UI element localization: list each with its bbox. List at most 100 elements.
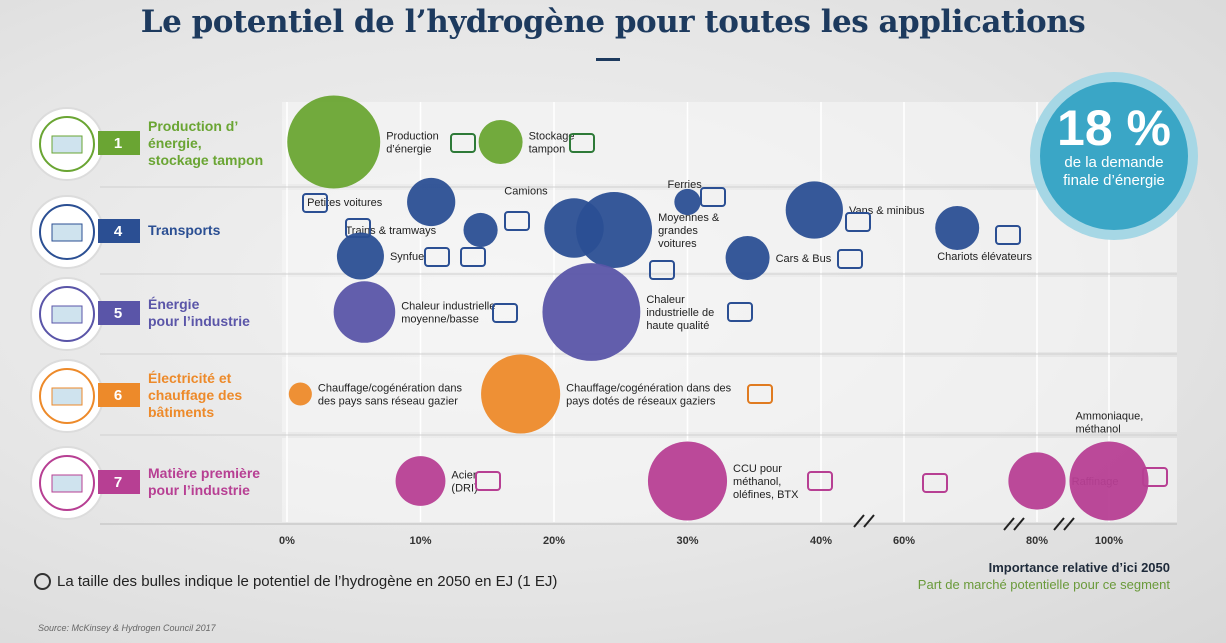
bubble-label: Production d’énergie [386, 131, 439, 156]
segment-icon [569, 133, 595, 153]
share-value: 18 % [1057, 100, 1171, 156]
category-icon [51, 135, 83, 154]
segment-icon [807, 471, 833, 491]
segment-icon [700, 187, 726, 207]
bubble-label: Chaleur industrielle de haute qualité [646, 294, 714, 332]
bubble-label: Chauffage/cogénération dans des pays doté… [566, 383, 731, 408]
bubble [407, 177, 456, 227]
bubble [395, 456, 446, 506]
axis-break-mark [863, 514, 875, 528]
segment-icon [345, 218, 371, 238]
category-label: Énergie pour l’industrie [148, 296, 250, 329]
axis-subtitle: Part de marché potentielle pour ce segme… [917, 577, 1170, 592]
bubble-size-icon [34, 573, 51, 590]
axis-title: Importance relative d’ici 2050 [988, 560, 1170, 575]
bubble-label: Chauffage/cogénération dans des pays sans… [318, 383, 463, 408]
bubble [576, 192, 653, 268]
segment-icon [504, 211, 530, 231]
segment-icon [747, 384, 773, 404]
segment-icon [1142, 467, 1168, 487]
bubble [647, 441, 728, 521]
segment-icon [460, 247, 486, 267]
size-legend: La taille des bulles indique le potentie… [34, 573, 557, 590]
x-tick-label: 60% [893, 535, 915, 547]
bubble [481, 354, 561, 434]
segment-icon [424, 247, 450, 267]
bubble-label: Moyennes & grandes voitures [658, 212, 720, 250]
source-note: Source: McKinsey & Hydrogen Council 2017 [38, 623, 216, 633]
bubble [287, 95, 381, 189]
category-icon [51, 474, 83, 493]
segment-icon [492, 303, 518, 323]
segment-icon [727, 302, 753, 322]
axis-break-mark [1053, 517, 1065, 531]
segment-icon [995, 225, 1021, 245]
category-number-tab [98, 301, 140, 325]
category-label: Transports [148, 222, 221, 238]
bubble-label: Ammoniaque, méthanol [1075, 410, 1143, 435]
bubble [674, 188, 701, 216]
category-icon [51, 223, 83, 242]
bubble [478, 120, 523, 164]
category-number: 1 [114, 135, 122, 152]
page-title: Le potentiel de l’hydrogène pour toutes … [140, 4, 1086, 40]
category-icon-ring [39, 286, 95, 342]
bubble [1008, 452, 1066, 510]
x-tick-label: 40% [810, 535, 832, 547]
bubble-label: Acier (DRI) [451, 470, 477, 495]
x-tick-label: 30% [676, 535, 698, 547]
bubble-label: Stockage tampon [529, 131, 575, 156]
segment-icon [475, 471, 501, 491]
bubble-label: Camions [504, 185, 548, 197]
axis-break-mark [1063, 517, 1075, 531]
segment-icon [922, 473, 948, 493]
bubble [542, 263, 641, 361]
x-tick-label: 80% [1026, 535, 1048, 547]
bubble-label: Vans & minibus [849, 205, 925, 217]
category-label: Électricité et chauffage des bâtiments [148, 370, 242, 420]
category-label: Production d’ énergie, stockage tampon [148, 118, 263, 168]
bubble-label: Cars & Bus [776, 253, 832, 265]
bubble-label: Petites voitures [307, 197, 383, 209]
bubble [288, 382, 312, 406]
bubble [725, 236, 770, 280]
segment-icon [649, 260, 675, 280]
title-underline [596, 58, 620, 61]
size-legend-text: La taille des bulles indique le potentie… [57, 573, 558, 590]
category-icon-ring [39, 116, 95, 172]
axis-break-mark [1013, 517, 1025, 531]
category-number-tab [98, 131, 140, 155]
x-tick-label: 20% [543, 535, 565, 547]
category-number: 6 [114, 387, 122, 404]
bubble-label: Ferries [668, 179, 703, 191]
category-icon-ring [39, 455, 95, 511]
segment-icon [845, 212, 871, 232]
bubble [935, 206, 980, 250]
share-line-1: de la demande [1064, 154, 1164, 171]
category-label: Matière première pour l’industrie [148, 465, 260, 498]
category-number-tab [98, 219, 140, 243]
bubble [785, 181, 843, 239]
category-icon [51, 305, 83, 324]
axis-break-mark [853, 514, 865, 528]
segment-icon [450, 133, 476, 153]
row-band [282, 277, 1177, 352]
axis-break-mark [1003, 517, 1015, 531]
category-number: 7 [114, 474, 122, 491]
bubble [333, 281, 396, 343]
category-number-tab [98, 470, 140, 494]
share-badge: 18 % de la demande finale d’énergie [1030, 72, 1198, 240]
row-band [282, 357, 1177, 432]
category-icon [51, 387, 83, 406]
segment-icon [837, 249, 863, 269]
share-line-2: finale d’énergie [1063, 172, 1165, 189]
category-icon-ring [39, 368, 95, 424]
category-icon-ring [39, 204, 95, 260]
bubble [1069, 441, 1149, 521]
category-number: 5 [114, 305, 122, 322]
x-tick-label: 0% [279, 535, 295, 547]
x-tick-label: 10% [409, 535, 431, 547]
segment-icon [302, 193, 328, 213]
bubble [463, 212, 498, 248]
